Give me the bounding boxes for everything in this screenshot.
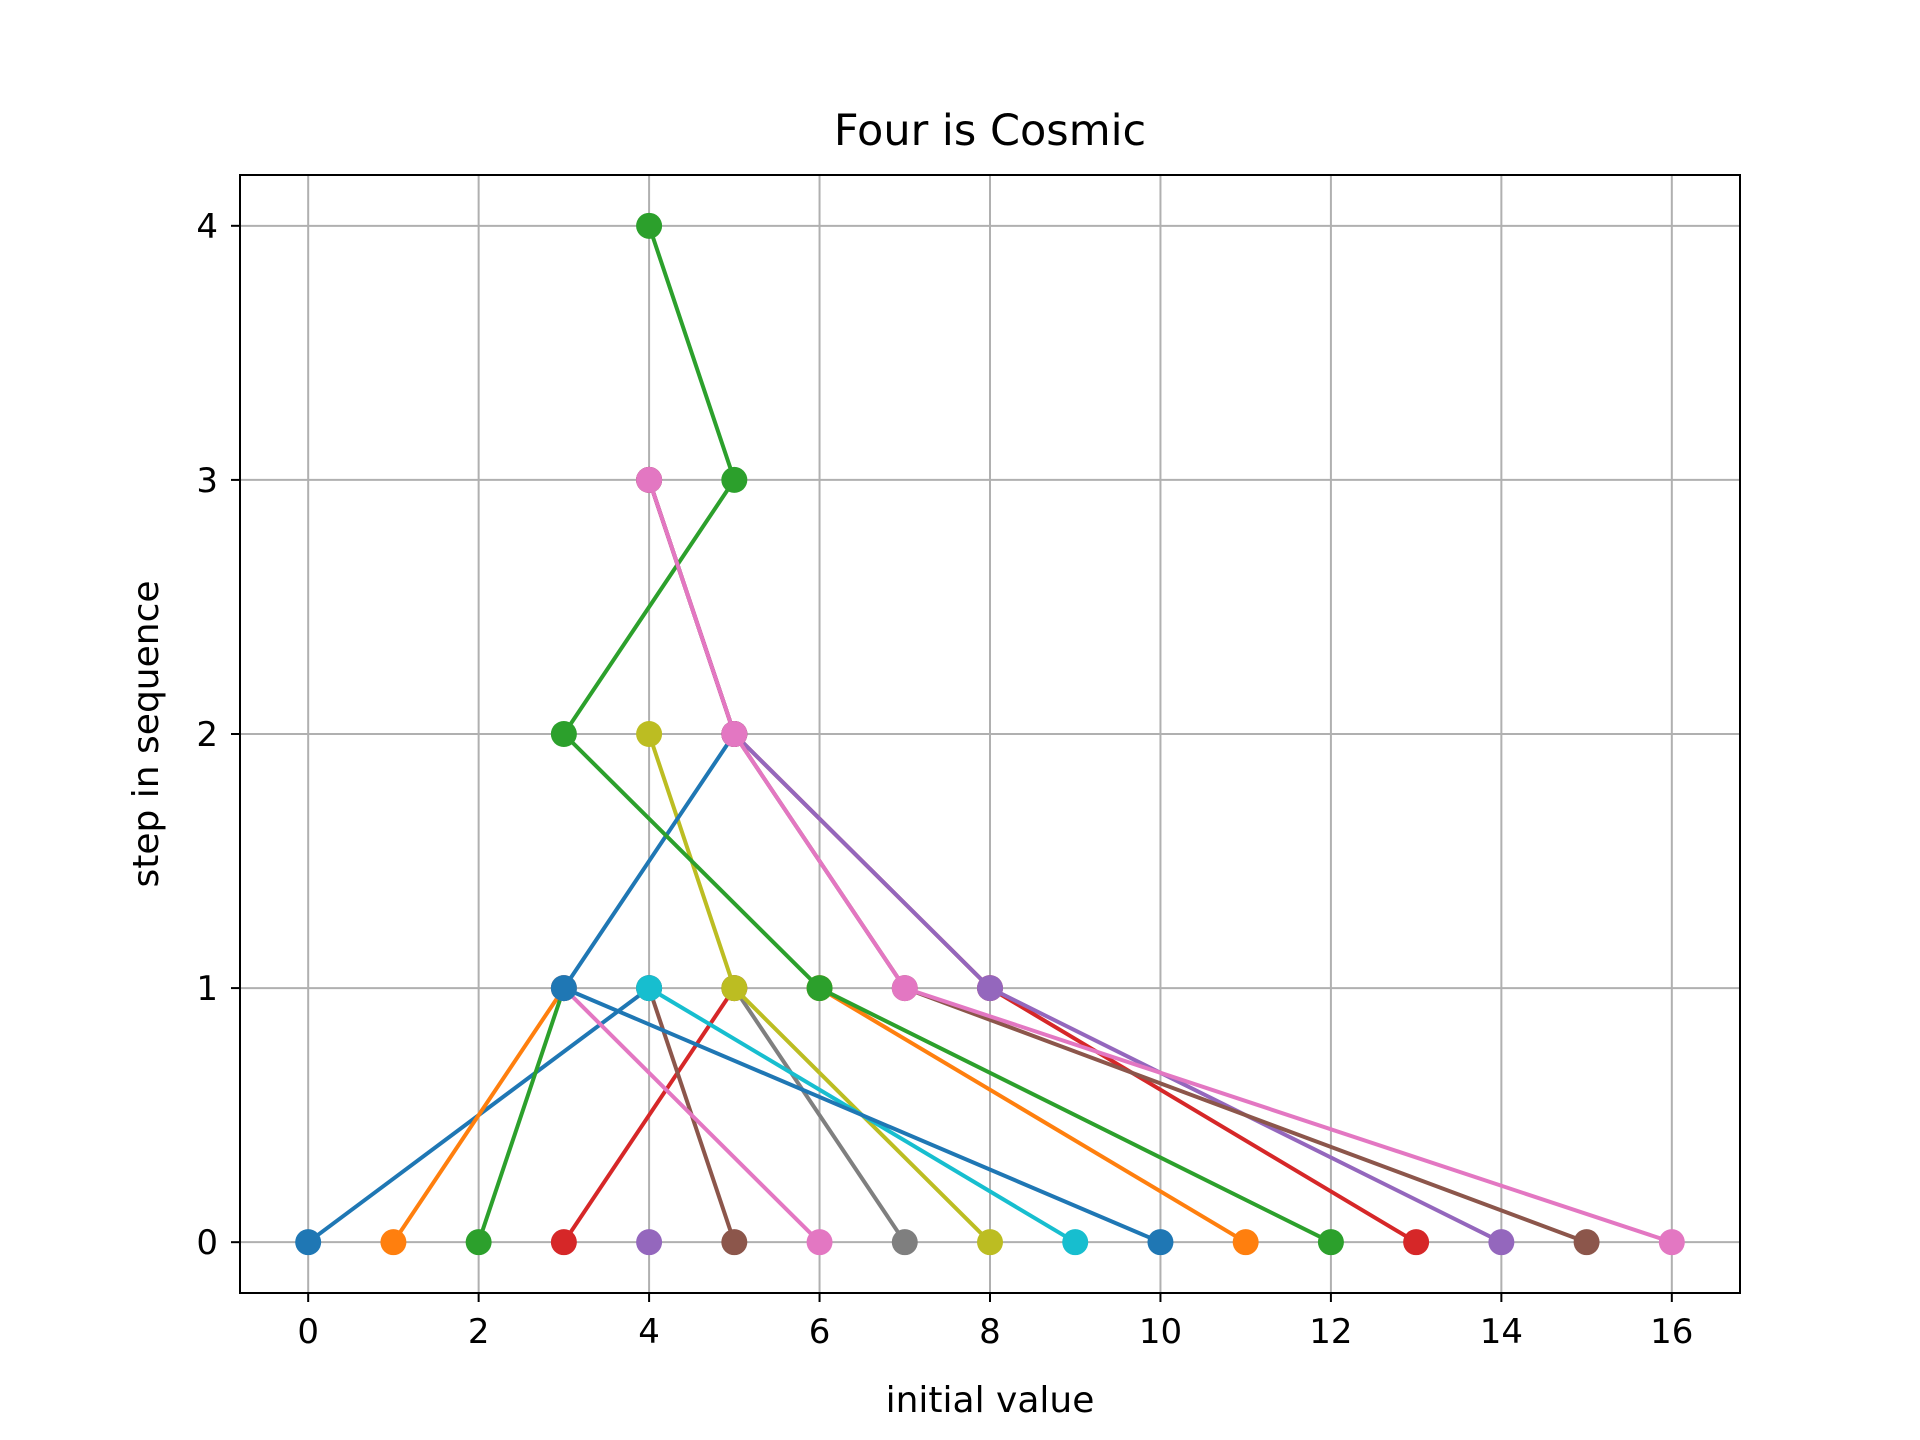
series-line <box>562 986 736 1244</box>
x-tick-label: 16 <box>1650 1312 1693 1352</box>
series-line <box>818 986 1247 1244</box>
y-tick-label: 0 <box>196 1223 218 1263</box>
series-4 <box>636 1229 663 1256</box>
x-tick-label: 6 <box>809 1312 831 1352</box>
data-point <box>1488 1229 1515 1256</box>
data-point <box>295 1229 322 1256</box>
data-point <box>891 975 918 1002</box>
y-tick-label: 1 <box>196 969 218 1009</box>
series-line <box>476 987 566 1243</box>
series-line <box>391 986 566 1244</box>
data-point <box>636 721 663 747</box>
data-point <box>465 1229 492 1256</box>
data-point <box>636 212 663 239</box>
series-16 <box>636 466 1685 1256</box>
x-tick-label: 10 <box>1139 1312 1182 1352</box>
y-axis-label: step in sequence <box>126 580 167 887</box>
chart-title: Four is Cosmic <box>834 106 1146 156</box>
data-point <box>721 1229 748 1256</box>
x-tick-label: 14 <box>1480 1312 1523 1352</box>
y-tick-label: 4 <box>196 207 218 247</box>
data-point <box>636 1229 663 1256</box>
x-tick-label: 8 <box>979 1312 1001 1352</box>
data-point <box>721 466 748 493</box>
x-axis-label: initial value <box>886 1380 1095 1421</box>
x-tick-label: 4 <box>638 1312 660 1352</box>
series-group <box>295 212 1685 1256</box>
data-point <box>977 1229 1003 1256</box>
data-point <box>550 975 577 1002</box>
data-point <box>1317 1229 1344 1256</box>
series-line <box>562 986 821 1244</box>
data-point <box>721 975 748 1002</box>
data-point <box>380 1229 407 1256</box>
data-point <box>1403 1229 1430 1256</box>
y-tick-label: 2 <box>196 715 218 755</box>
data-point <box>636 975 663 1002</box>
series-line <box>732 986 907 1244</box>
data-point <box>1658 1229 1685 1256</box>
series-line <box>647 479 1673 1245</box>
data-point <box>721 721 748 747</box>
y-tick-label: 3 <box>196 461 218 501</box>
data-point <box>1062 1229 1089 1256</box>
series-12 <box>550 212 1344 1256</box>
data-point <box>891 1229 918 1256</box>
x-tick-label: 2 <box>468 1312 490 1352</box>
data-point <box>806 975 833 1002</box>
data-point <box>977 975 1003 1002</box>
grid <box>240 175 1740 1293</box>
x-tick-label: 12 <box>1309 1312 1352 1352</box>
data-point <box>1232 1229 1259 1256</box>
data-point <box>550 721 577 747</box>
data-point <box>636 466 663 493</box>
data-point <box>1147 1229 1174 1256</box>
data-point <box>1573 1229 1600 1256</box>
x-tick-label: 0 <box>297 1312 319 1352</box>
data-point <box>550 1229 577 1256</box>
data-point <box>806 1229 833 1256</box>
